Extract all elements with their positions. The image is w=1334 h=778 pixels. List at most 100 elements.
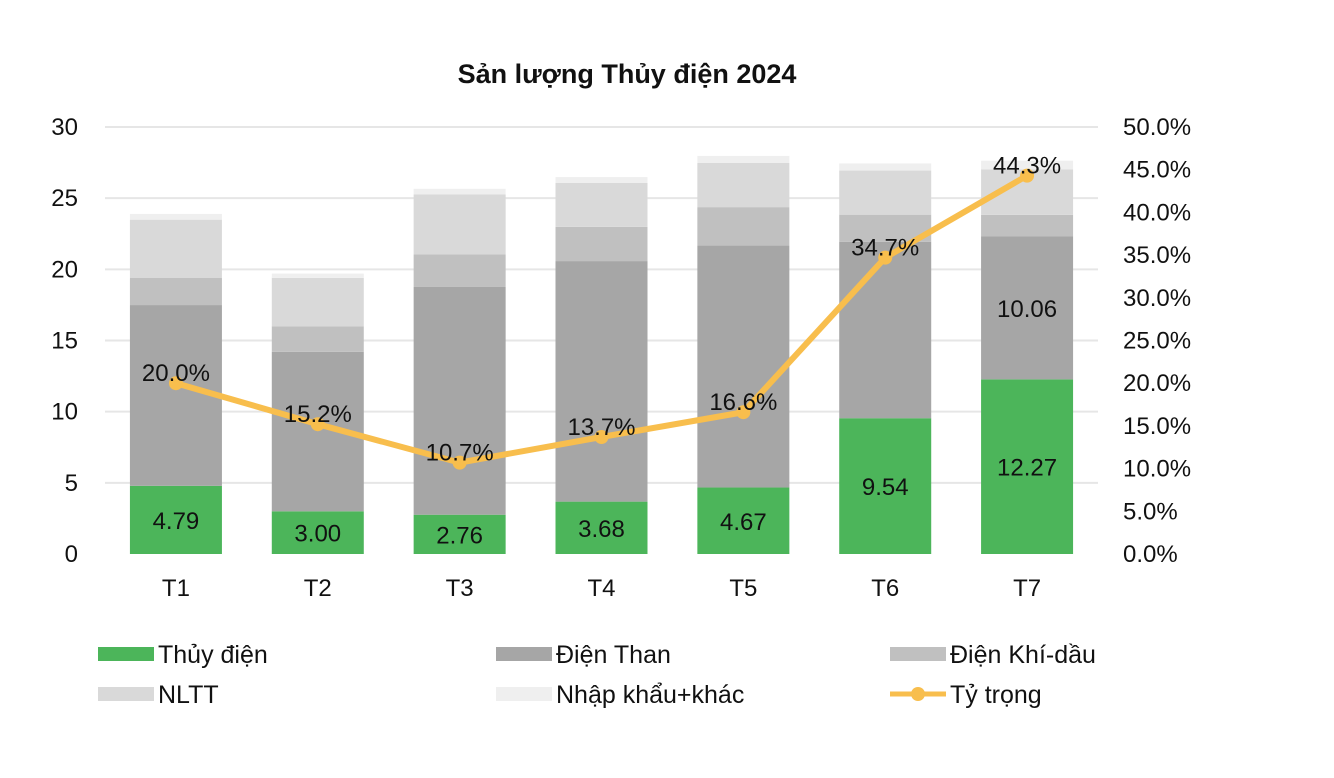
left-axis-tick-label: 10 bbox=[51, 399, 78, 426]
bar-data-labels: 4.79 3.00 2.76 3.68 4.67 9.54 12.27 10.06 bbox=[153, 296, 1058, 550]
bar-nltt bbox=[839, 170, 932, 215]
x-axis-category-label: T5 bbox=[729, 575, 757, 602]
left-axis-tick-label: 5 bbox=[65, 470, 78, 497]
bar-thuy-dien bbox=[981, 379, 1074, 554]
bar-nltt bbox=[271, 277, 364, 327]
bar-nltt bbox=[129, 219, 222, 279]
bar-dien-than bbox=[555, 261, 648, 502]
share-line-data-label: 34.7% bbox=[851, 235, 919, 262]
right-axis-tick-label: 20.0% bbox=[1123, 370, 1191, 397]
right-axis-tick-label: 40.0% bbox=[1123, 199, 1191, 226]
legend-swatch-thuy-dien bbox=[98, 647, 154, 661]
bar-dien-than bbox=[413, 286, 506, 515]
share-line-point bbox=[310, 417, 325, 432]
bar-data-label: 4.67 bbox=[720, 509, 767, 536]
bar-dien-khi-dau bbox=[697, 207, 790, 246]
bar-dien-khi-dau bbox=[981, 214, 1074, 237]
legend-swatch-dien-than bbox=[496, 647, 552, 661]
right-axis-tick-label: 35.0% bbox=[1123, 242, 1191, 269]
legend-marker-ty-trong bbox=[911, 687, 925, 701]
left-axis-tick-label: 25 bbox=[51, 185, 78, 212]
bar-dien-than bbox=[839, 241, 932, 419]
bar-data-label: 9.54 bbox=[862, 474, 909, 501]
bar-nhap-khau-khac bbox=[271, 273, 364, 278]
bar-thuy-dien bbox=[555, 501, 648, 554]
bar-dien-khi-dau bbox=[271, 326, 364, 352]
legend: Thủy điện Điện Than Điện Khí-dầu NLTT Nhập k… bbox=[98, 641, 1096, 709]
x-axis-category-label: T7 bbox=[1013, 575, 1041, 602]
share-line: 20.0% 15.2% 10.7% 13.7% 16.6% 34.7% 44.3% bbox=[142, 153, 1061, 470]
bar-thuy-dien bbox=[413, 514, 506, 554]
bar-data-label: 4.79 bbox=[153, 508, 200, 535]
right-axis-tick-label: 50.0% bbox=[1123, 114, 1191, 141]
legend-label-nltt: NLTT bbox=[158, 681, 219, 709]
bar-nhap-khau-khac bbox=[839, 163, 932, 171]
bar-data-label: 10.06 bbox=[997, 296, 1057, 323]
legend-label-ty-trong: Tỷ trọng bbox=[950, 681, 1042, 709]
bar-nltt bbox=[555, 182, 648, 227]
bar-data-label: 12.27 bbox=[997, 455, 1057, 482]
bar-dien-than bbox=[981, 236, 1074, 380]
left-axis-tick-label: 30 bbox=[51, 114, 78, 141]
bar-dien-khi-dau bbox=[129, 278, 222, 306]
share-line-point bbox=[878, 250, 893, 265]
legend-swatch-dien-khi-dau bbox=[890, 647, 946, 661]
legend-label-dien-than: Điện Than bbox=[556, 641, 671, 669]
right-axis-tick-label: 45.0% bbox=[1123, 157, 1191, 184]
bar-dien-than bbox=[697, 245, 790, 488]
bar-nhap-khau-khac bbox=[981, 160, 1074, 170]
right-axis-tick-label: 0.0% bbox=[1123, 541, 1178, 568]
share-line-data-label: 10.7% bbox=[426, 440, 494, 467]
bar-data-label: 2.76 bbox=[436, 522, 483, 549]
bar-dien-khi-dau bbox=[555, 226, 648, 262]
share-line-point bbox=[452, 455, 467, 470]
bar-dien-than bbox=[129, 305, 222, 486]
bar-nltt bbox=[697, 163, 790, 208]
share-line-data-label: 44.3% bbox=[993, 153, 1061, 180]
bar-nhap-khau-khac bbox=[413, 188, 506, 195]
share-line-point bbox=[594, 430, 609, 445]
share-line-data-label: 15.2% bbox=[284, 401, 352, 428]
right-axis-tick-label: 25.0% bbox=[1123, 328, 1191, 355]
bar-nhap-khau-khac bbox=[129, 213, 222, 220]
chart-title: Sản lượng Thủy điện 2024 bbox=[458, 59, 797, 89]
legend-label-thuy-dien: Thủy điện bbox=[158, 641, 268, 669]
share-line-point bbox=[1020, 168, 1035, 183]
left-axis-tick-label: 15 bbox=[51, 328, 78, 355]
bar-dien-khi-dau bbox=[413, 254, 506, 287]
bar-thuy-dien bbox=[129, 485, 222, 554]
right-axis-tick-label: 5.0% bbox=[1123, 498, 1178, 525]
right-axis-tick-label: 10.0% bbox=[1123, 456, 1191, 483]
share-line-data-label: 13.7% bbox=[567, 414, 635, 441]
share-line-point bbox=[168, 376, 183, 391]
legend-label-dien-khi-dau: Điện Khí-dầu bbox=[950, 641, 1096, 669]
bar-thuy-dien bbox=[271, 511, 364, 554]
bars bbox=[129, 155, 1074, 554]
bar-nhap-khau-khac bbox=[697, 155, 790, 164]
legend-label-nhap-khau-khac: Nhập khẩu+khác bbox=[556, 681, 744, 709]
x-axis-category-label: T3 bbox=[446, 575, 474, 602]
bar-data-label: 3.00 bbox=[294, 521, 341, 548]
x-axis-category-label: T2 bbox=[304, 575, 332, 602]
left-axis-tick-label: 0 bbox=[65, 541, 78, 568]
left-axis-ticks: 0 5 10 15 20 25 30 bbox=[51, 114, 78, 568]
share-line-data-label: 20.0% bbox=[142, 360, 210, 387]
share-line-point bbox=[736, 405, 751, 420]
left-axis-tick-label: 20 bbox=[51, 256, 78, 283]
x-axis-category-label: T1 bbox=[162, 575, 190, 602]
x-axis-labels: T1 T2 T3 T4 T5 T6 T7 bbox=[162, 575, 1041, 602]
bar-thuy-dien bbox=[839, 418, 932, 554]
right-axis-tick-label: 30.0% bbox=[1123, 285, 1191, 312]
x-axis-category-label: T6 bbox=[871, 575, 899, 602]
x-axis-category-label: T4 bbox=[587, 575, 615, 602]
bar-nltt bbox=[413, 194, 506, 255]
share-line-data-label: 16.6% bbox=[709, 389, 777, 416]
legend-swatch-nhap-khau-khac bbox=[496, 687, 552, 701]
right-axis-tick-label: 15.0% bbox=[1123, 413, 1191, 440]
legend-swatch-nltt bbox=[98, 687, 154, 701]
bar-data-label: 3.68 bbox=[578, 516, 625, 543]
bar-nhap-khau-khac bbox=[555, 177, 648, 183]
right-axis-ticks: 0.0% 5.0% 10.0% 15.0% 20.0% 25.0% 30.0% 35.0% 40… bbox=[1123, 114, 1191, 568]
